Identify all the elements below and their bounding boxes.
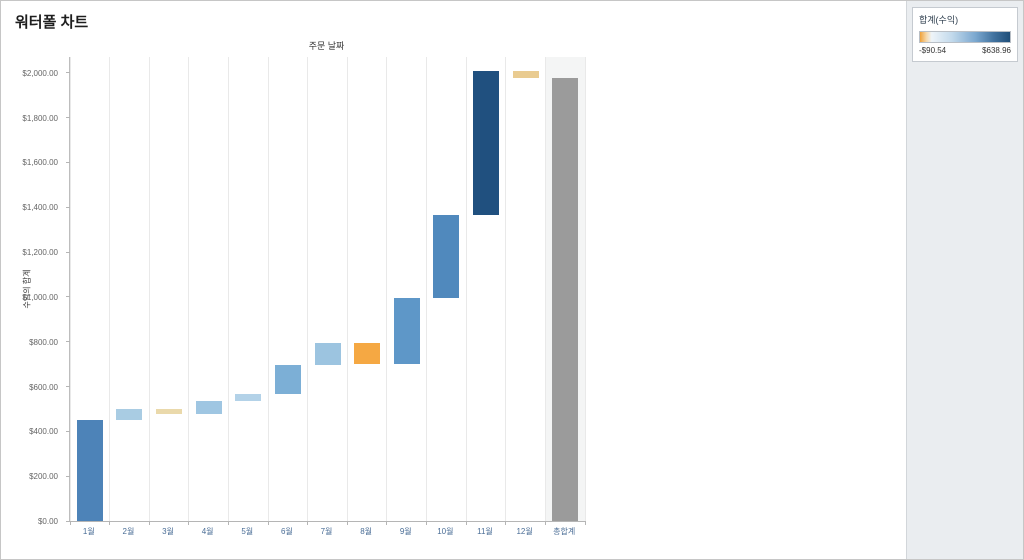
chart-region: 주문 날짜 수익의 합계 1월 2월 3월 4월 5월 6월 7월 8월 9월 10월 11월 12월… — [1, 1, 906, 559]
bar-4월[interactable] — [195, 401, 222, 415]
gridline-vertical — [346, 57, 348, 521]
bar-9월[interactable] — [393, 298, 420, 364]
x-axis-label-5월: 5월 — [241, 527, 254, 536]
y-axis-labels: $0.00 $200.00 $400.00 $600.00 $800.00 $1,000.… — [1, 57, 65, 526]
y-axis-label: $2,000.00 — [22, 68, 58, 78]
y-axis-label: $1,800.00 — [22, 113, 58, 123]
page-title: 워터폴 차트 — [15, 14, 89, 31]
gridline-vertical — [148, 57, 150, 521]
y-axis-tick — [66, 430, 70, 432]
bar-6월[interactable] — [274, 365, 301, 394]
y-axis-label: $800.00 — [29, 337, 58, 347]
plot-area — [66, 57, 586, 525]
x-axis-label-10월: 10월 — [437, 527, 454, 536]
bar-10월[interactable] — [433, 214, 460, 299]
x-axis-tick — [426, 521, 428, 525]
gridline-vertical — [69, 57, 71, 521]
bar-7월[interactable] — [314, 343, 341, 366]
y-axis-tick — [66, 475, 70, 477]
gridline-vertical — [544, 57, 546, 521]
legend-title: 합계(수익) — [919, 15, 959, 25]
x-axis-label-4월: 4월 — [201, 527, 214, 536]
bar-2월[interactable] — [116, 409, 143, 421]
legend-sidebar: 합계(수익) -$90.54 $638.96 — [906, 1, 1023, 559]
gridline-vertical — [109, 57, 111, 521]
x-axis-label-8월: 8월 — [360, 527, 372, 536]
y-axis-tick — [66, 206, 70, 208]
y-axis-tick — [66, 117, 70, 119]
x-axis-tick — [148, 521, 150, 525]
x-axis-tick — [465, 521, 467, 525]
y-axis-tick — [66, 72, 70, 74]
y-axis-label: $200.00 — [29, 472, 58, 482]
x-axis-tick — [584, 521, 586, 525]
y-axis-label: $1,400.00 — [22, 203, 58, 213]
y-axis-label: $600.00 — [29, 382, 58, 392]
y-axis-label: $1,200.00 — [22, 248, 58, 257]
legend-gradient — [919, 31, 1011, 43]
x-axis-tick — [346, 521, 348, 525]
x-axis-tick — [544, 521, 546, 525]
bar-1월[interactable] — [76, 420, 103, 521]
legend-range: -$90.54 $638.96 — [919, 46, 1011, 55]
x-axis-labels: 1월 2월 3월 4월 5월 6월 7월 8월 9월 10월 11월 12월 총합계 — [69, 526, 584, 538]
bar-3월[interactable] — [156, 409, 183, 415]
gridline-vertical — [267, 57, 269, 521]
gridline-vertical — [426, 57, 428, 521]
gridline-vertical — [505, 57, 507, 521]
x-axis-tick — [69, 521, 71, 525]
bar-8월[interactable] — [354, 343, 381, 364]
gridline-vertical — [227, 57, 229, 521]
y-axis-tick — [66, 161, 70, 163]
x-axis-label-6월: 6월 — [280, 527, 293, 536]
x-axis-tick — [188, 521, 190, 525]
x-axis-tick — [307, 521, 309, 525]
x-axis-tick — [109, 521, 111, 525]
x-axis-label-9월: 9월 — [399, 527, 412, 536]
bar-총합계[interactable] — [552, 77, 579, 521]
y-axis-label: $0.00 — [37, 517, 58, 526]
color-legend[interactable]: 합계(수익) -$90.54 $638.96 — [912, 7, 1018, 62]
y-axis-tick — [66, 386, 70, 387]
y-axis-tick — [66, 341, 70, 343]
x-axis-tick — [505, 521, 507, 525]
y-axis-label: $400.00 — [29, 427, 58, 437]
bar-5월[interactable] — [235, 393, 262, 402]
x-axis-label-3월: 3월 — [162, 527, 174, 536]
gridline-vertical — [584, 57, 586, 521]
gridline-vertical — [307, 57, 309, 521]
y-axis-tick — [66, 296, 70, 298]
y-axis-tick — [66, 520, 70, 522]
gridline-vertical — [386, 57, 388, 521]
x-axis-tick — [267, 521, 269, 525]
bar-12월[interactable] — [512, 71, 539, 78]
x-axis-label-2월: 2월 — [122, 527, 135, 536]
x-axis-label-총합계: 총합계 — [553, 527, 576, 536]
x-axis-tick — [386, 521, 388, 525]
y-axis-label: $1,000.00 — [22, 292, 58, 302]
legend-max-label: $638.96 — [982, 46, 1011, 55]
y-axis-label: $1,600.00 — [22, 158, 58, 168]
x-axis-label-12월: 12월 — [516, 527, 533, 536]
x-axis-tick — [227, 521, 229, 525]
legend-min-label: -$90.54 — [919, 46, 947, 55]
chart-title: 주문 날짜 — [308, 41, 345, 51]
x-axis-label-11월: 11월 — [477, 527, 493, 536]
bar-11월[interactable] — [472, 71, 499, 215]
x-axis-label-1월: 1월 — [82, 527, 95, 536]
gridline-vertical — [188, 57, 190, 521]
gridline-vertical — [465, 57, 467, 521]
x-axis-label-7월: 7월 — [320, 527, 333, 536]
y-axis-tick — [66, 251, 70, 253]
